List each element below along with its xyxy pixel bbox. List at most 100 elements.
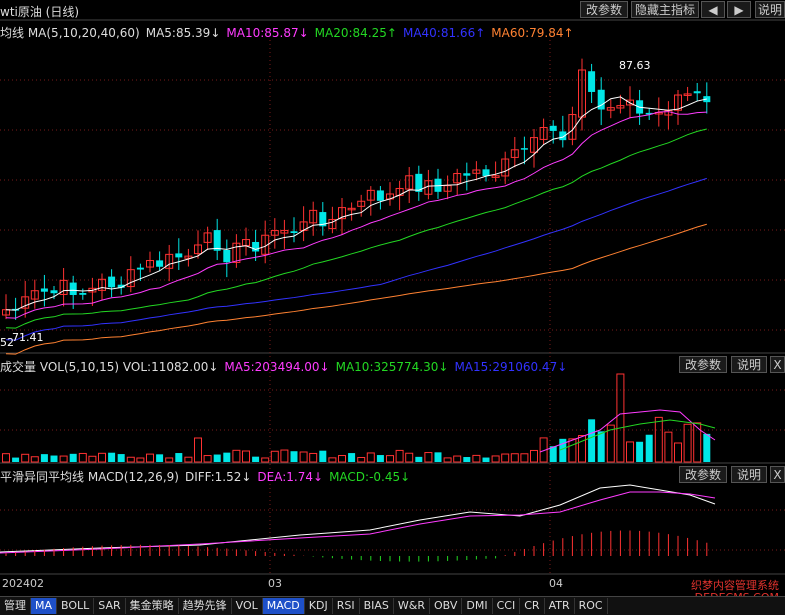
macd-label: 平滑异同平均线 MACD(12,26,9) [0, 470, 179, 484]
candle-body [347, 207, 356, 211]
diff-line [0, 484, 716, 553]
candle-body [126, 269, 135, 288]
tab-2[interactable]: BOLL [57, 598, 95, 614]
tab-13[interactable]: DMI [462, 598, 493, 614]
high-price-label: 87.63 [619, 59, 651, 72]
tab-8[interactable]: KDJ [305, 598, 333, 614]
candle-body [328, 218, 337, 230]
volume-bar [664, 431, 673, 463]
volume-bar [30, 456, 39, 463]
help-button[interactable]: 说明 [755, 1, 785, 18]
vol-close-icon[interactable]: X [770, 356, 785, 373]
tab-4[interactable]: 集金策略 [126, 598, 179, 614]
volume-bar [501, 453, 510, 463]
candle-body [683, 93, 692, 96]
volume-bar [539, 437, 548, 463]
tab-15[interactable]: CR [520, 598, 545, 614]
date-label: 03 [268, 577, 282, 590]
ma60-line [5, 223, 707, 355]
tab-0[interactable]: 管理 [0, 598, 31, 614]
candle-body [482, 169, 490, 177]
tab-3[interactable]: SAR [94, 598, 126, 614]
volume-bar [175, 453, 183, 462]
candle-body [693, 91, 701, 94]
tab-1[interactable]: MA [31, 598, 58, 614]
hide-main-indicator-button[interactable]: 隐藏主指标 [631, 1, 699, 18]
macd-help-button[interactable]: 说明 [731, 466, 767, 483]
candle-body [40, 288, 48, 292]
volume-bar [213, 454, 221, 462]
vol-params-button[interactable]: 改参数 [679, 356, 727, 373]
tab-9[interactable]: RSI [333, 598, 360, 614]
candle-body [588, 71, 596, 92]
volume-bar [559, 438, 567, 462]
candle-body [616, 105, 625, 109]
candle-body [338, 207, 346, 220]
ma40-line [5, 177, 707, 341]
low-price-label: 71.41 [12, 331, 44, 344]
volume-bar [165, 457, 174, 463]
volume-bar [415, 456, 423, 462]
tab-7[interactable]: MACD [262, 598, 305, 614]
candle-body [453, 173, 462, 184]
volume-bar [568, 438, 577, 463]
volume-bar [491, 455, 500, 463]
volume-bar [69, 453, 77, 462]
volume-bar [328, 457, 337, 463]
volume-bar [654, 416, 663, 463]
scroll-right-icon[interactable]: ▶ [727, 1, 751, 18]
indicator-tabs: 管理 MA BOLL SAR 集金策略 趋势先锋 VOL MACD KDJ RSI BIAS W&R O… [0, 596, 785, 615]
ma-legend: 均线 MA(5,10,20,40,60) MA5:85.39↓ MA10:85.87… [0, 24, 785, 44]
volume-bar [674, 442, 682, 463]
volume-bar [299, 451, 308, 463]
tab-6[interactable]: VOL [232, 598, 263, 614]
vol-ma10: MA10:325774.30↓ [335, 360, 449, 374]
ma10-value: MA10:85.87↓ [226, 26, 309, 40]
candle-body [319, 212, 327, 227]
volume-bar [549, 446, 557, 462]
volume-bar [280, 449, 289, 463]
volume-bar [184, 456, 193, 463]
candle-body [79, 293, 87, 295]
candle-body [539, 127, 548, 140]
ma5-value: MA5:85.39↓ [145, 26, 221, 40]
tab-14[interactable]: CCI [493, 598, 521, 614]
scroll-left-icon[interactable]: ◀ [701, 1, 725, 18]
tab-10[interactable]: BIAS [360, 598, 394, 614]
vol-ma5-line [539, 409, 716, 453]
volume-bar [520, 453, 529, 463]
candle-body [568, 114, 577, 140]
tab-12[interactable]: OBV [430, 598, 463, 614]
candle-body [213, 230, 221, 251]
candle-body [309, 209, 318, 224]
tab-17[interactable]: ROC [575, 598, 608, 614]
candle-body [232, 242, 241, 263]
volume-bar [338, 455, 346, 463]
dea-line [0, 491, 716, 554]
volume-bar [597, 431, 605, 462]
macd-params-button[interactable]: 改参数 [679, 466, 727, 483]
vol-help-button[interactable]: 说明 [731, 356, 767, 373]
main-header: wti原油 (日线) 改参数 隐藏主指标 ◀ ▶ 说明 [0, 0, 785, 20]
volume-bar [194, 437, 202, 463]
candle-body [69, 282, 77, 295]
tab-5[interactable]: 趋势先锋 [179, 598, 232, 614]
tab-16[interactable]: ATR [545, 598, 575, 614]
volume-bar [252, 456, 260, 462]
candle-body [357, 200, 366, 207]
candle-body [645, 112, 653, 115]
candle-body [146, 260, 154, 268]
candle-body [50, 290, 58, 294]
ma20-line [5, 128, 707, 329]
candle-body [270, 230, 279, 236]
volume-bar [108, 452, 116, 462]
macd-close-icon[interactable]: X [770, 466, 785, 483]
tab-11[interactable]: W&R [394, 598, 430, 614]
volume-bar [12, 457, 20, 462]
volume-bar [443, 457, 452, 463]
params-button[interactable]: 改参数 [580, 1, 628, 18]
candle-body [510, 149, 519, 158]
candle-body [491, 175, 500, 178]
ma20-value: MA20:84.25↑ [314, 26, 397, 40]
